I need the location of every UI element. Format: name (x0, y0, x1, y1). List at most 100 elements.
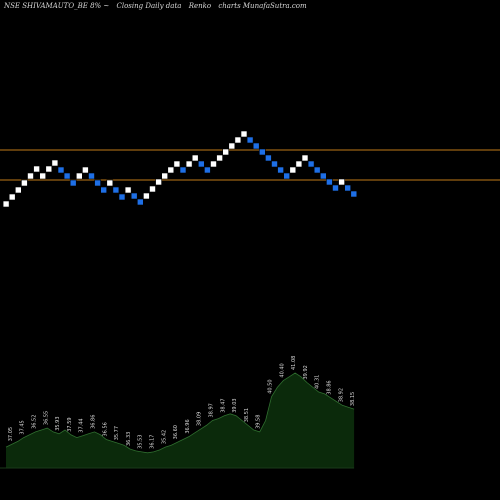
volume-value-label: 39.03 (232, 398, 238, 412)
renko-brick-down (118, 193, 126, 201)
renko-brick-up (167, 166, 175, 174)
renko-bricks (2, 130, 358, 208)
volume-value-label: 36.96 (185, 419, 191, 433)
renko-brick-up (240, 130, 248, 138)
renko-brick-up (228, 142, 236, 150)
volume-value-label: 40.31 (315, 375, 321, 389)
volume-value-label: 36.86 (91, 415, 97, 429)
description-label: Closing Daily data (116, 2, 182, 10)
reference-lines (0, 149, 500, 181)
volume-value-label: 39.92 (303, 365, 309, 379)
renko-brick-up (155, 178, 162, 186)
volume-value-label: 38.92 (338, 388, 344, 402)
renko-brick-up (191, 154, 199, 162)
volume-value-label: 36.52 (32, 415, 38, 429)
renko-brick-down (252, 142, 260, 150)
renko-brick-down (179, 166, 187, 174)
volume-value-label: 38.86 (327, 380, 333, 394)
renko-brick-up (185, 160, 193, 168)
volume-value-label: 38.97 (209, 403, 215, 417)
renko-brick-down (198, 160, 205, 168)
renko-brick-up (39, 172, 47, 180)
volume-value-label: 40.50 (268, 379, 274, 393)
renko-brick-up (173, 160, 181, 168)
renko-brick-up (234, 136, 242, 144)
volume-value-label: 37.45 (20, 420, 26, 434)
volume-area-line (5, 372, 355, 454)
chart-header: NSE SHIVAMAUTO_BE 8% ~ Closing Daily dat… (4, 2, 312, 10)
renko-brick-down (283, 172, 291, 180)
volume-value-label: 35.42 (161, 430, 167, 444)
renko-brick-down (137, 198, 144, 206)
volume-value-label: 38.15 (350, 392, 356, 406)
renko-brick-up (33, 165, 40, 173)
renko-brick-down (94, 179, 101, 187)
renko-brick-down (258, 148, 266, 156)
volume-value-label: 40.40 (279, 363, 285, 377)
volume-value-label: 36.55 (43, 411, 49, 425)
renko-brick-down (326, 178, 333, 186)
renko-brick-down (63, 172, 71, 180)
renko-brick-down (332, 184, 339, 192)
renko-brick-down (57, 166, 65, 174)
renko-brick-up (51, 159, 59, 167)
renko-brick-up (76, 172, 83, 180)
renko-brick-down (204, 166, 211, 174)
renko-brick-down (277, 166, 284, 174)
renko-brick-down (313, 166, 321, 174)
renko-brick-up (289, 166, 297, 174)
volume-value-label: 37.59 (67, 417, 73, 431)
renko-brick-up (222, 148, 229, 156)
symbol-label: NSE SHIVAMAUTO_BE 8% ~ (4, 2, 110, 10)
volume-value-label: 35.93 (55, 416, 61, 430)
renko-brick-up (143, 192, 150, 200)
volume-value-label: 37.44 (79, 418, 85, 432)
renko-brick-down (246, 136, 254, 144)
volume-value-label: 35.53 (138, 435, 144, 449)
volume-value-label: 36.60 (173, 425, 179, 439)
renko-brick-up (124, 186, 132, 194)
renko-brick-down (130, 192, 138, 200)
volume-area-fill (6, 373, 355, 468)
renko-brick-up (338, 178, 345, 186)
renko-brick-up (149, 185, 156, 193)
chart-kind-label: Renko (188, 2, 212, 10)
volume-value-label: 38.47 (220, 398, 226, 412)
volume-value-label: 41.08 (291, 356, 297, 370)
volume-value-label: 36.56 (102, 422, 108, 436)
renko-brick-down (319, 172, 327, 180)
renko-brick-up (210, 160, 217, 168)
volume-value-label: 36.33 (126, 432, 132, 446)
renko-brick-down (100, 186, 107, 194)
volume-value-label: 38.09 (197, 412, 203, 426)
renko-brick-down (265, 154, 272, 162)
renko-brick-up (8, 193, 16, 201)
volume-value-label: 35.77 (114, 426, 120, 440)
renko-brick-up (2, 200, 10, 208)
renko-brick-down (271, 160, 278, 168)
renko-brick-up (21, 179, 28, 187)
renko-brick-up (301, 154, 309, 162)
renko-brick-up (45, 165, 53, 173)
renko-brick-down (350, 190, 358, 198)
volume-value-label: 38.51 (244, 408, 250, 422)
renko-brick-down (88, 172, 95, 180)
renko-brick-up (216, 154, 223, 162)
renko-brick-down (112, 186, 120, 194)
renko-brick-up (161, 172, 168, 180)
renko-brick-down (344, 184, 352, 192)
renko-brick-up (82, 166, 89, 174)
renko-brick-up (106, 179, 114, 187)
volume-value-label: 36.17 (150, 435, 156, 449)
volume-value-label: 39.58 (256, 415, 262, 429)
renko-brick-up (15, 186, 22, 194)
renko-brick-down (69, 179, 77, 187)
volume-value-label: 37.05 (8, 427, 14, 441)
volume-area (0, 372, 355, 469)
renko-brick-down (307, 160, 315, 168)
volume-labels: 37.05 37.45 36.52 36.55 35.93 37.59 37.44 36.86… (8, 356, 356, 449)
site-label: charts MunafaSutra.com (218, 2, 307, 10)
renko-brick-up (27, 172, 34, 180)
renko-brick-up (295, 160, 303, 168)
